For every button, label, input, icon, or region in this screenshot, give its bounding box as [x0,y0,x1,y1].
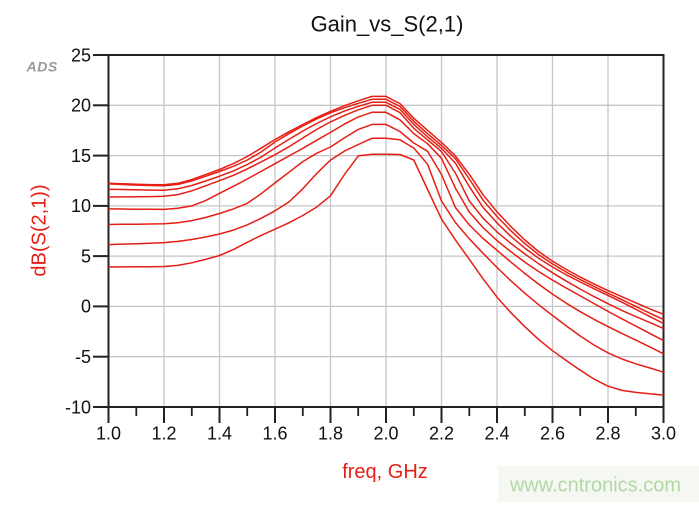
svg-text:-5: -5 [75,347,91,367]
svg-text:5: 5 [81,246,91,266]
svg-text:2.0: 2.0 [373,424,398,444]
svg-text:Gain_vs_S(2,1): Gain_vs_S(2,1) [311,12,464,37]
svg-text:1.6: 1.6 [262,424,287,444]
svg-text:25: 25 [71,45,91,65]
svg-text:dB(S(2,1)): dB(S(2,1)) [29,184,51,276]
svg-text:15: 15 [71,146,91,166]
svg-text:ADS: ADS [26,59,58,75]
svg-text:1.4: 1.4 [207,424,232,444]
svg-text:2.8: 2.8 [595,424,620,444]
svg-text:1.2: 1.2 [151,424,176,444]
svg-text:-10: -10 [65,397,91,417]
svg-text:2.4: 2.4 [484,424,509,444]
svg-text:2.2: 2.2 [429,424,454,444]
svg-text:1.0: 1.0 [96,424,121,444]
svg-text:10: 10 [71,196,91,216]
svg-text:www.cntronics.com: www.cntronics.com [509,474,681,496]
svg-text:2.6: 2.6 [540,424,565,444]
svg-text:1.8: 1.8 [318,424,343,444]
svg-text:20: 20 [71,96,91,116]
svg-text:3.0: 3.0 [651,424,676,444]
svg-text:0: 0 [81,297,91,317]
svg-text:freq, GHz: freq, GHz [342,461,428,483]
